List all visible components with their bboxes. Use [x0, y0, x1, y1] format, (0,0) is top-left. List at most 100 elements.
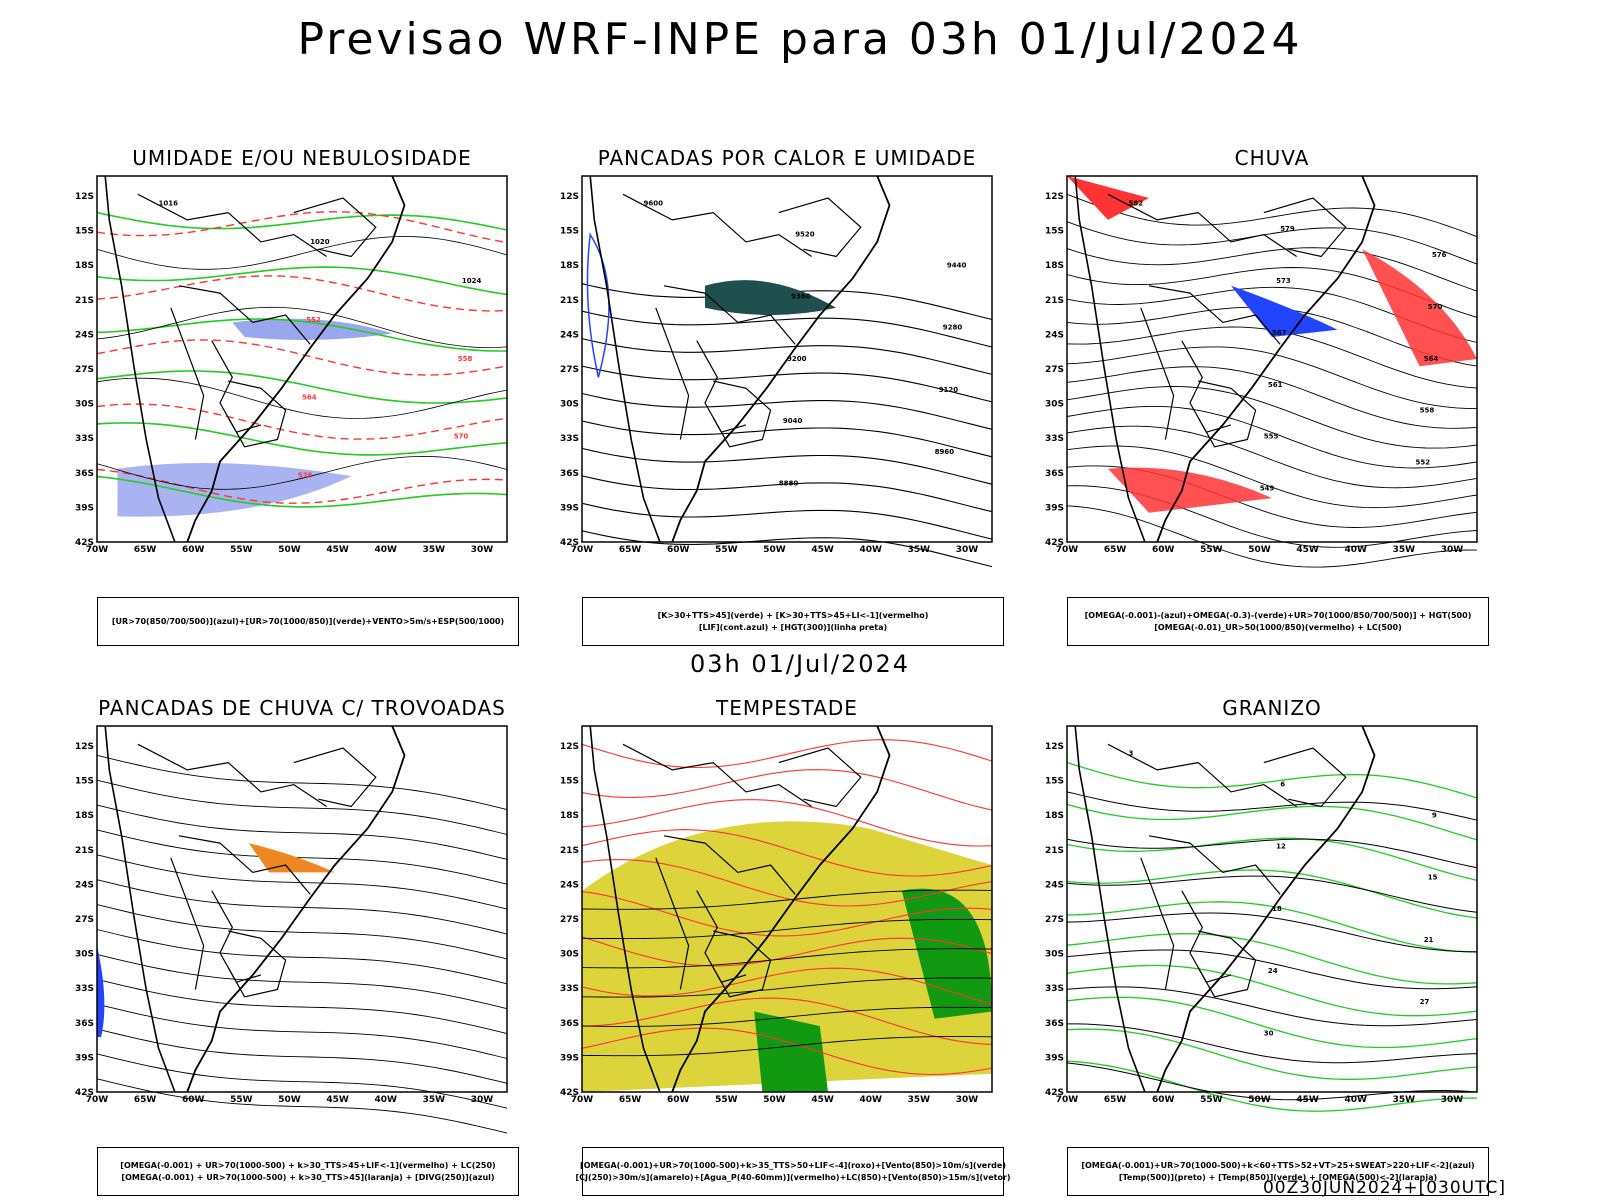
wind-vector-row [581, 977, 993, 998]
temp500-contour [1066, 986, 1478, 1027]
pressure-isobar [96, 235, 508, 270]
lat-tick-label: 24S [75, 330, 94, 340]
map-frame [96, 175, 508, 543]
streamline-250 [96, 953, 508, 1010]
state-border [227, 930, 287, 998]
lon-tick-label: 60W [667, 1095, 690, 1105]
lon-tick-label: 45W [811, 1095, 834, 1105]
lat-tick-label: 21S [75, 846, 94, 856]
lon-tick-label: 55W [230, 545, 253, 555]
omega-red-area [1362, 249, 1477, 367]
thickness-contour [96, 211, 508, 244]
lon-tick-label: 70W [571, 1095, 594, 1105]
lon-tick-label: 45W [811, 545, 834, 555]
lon-tick-label: 35W [908, 1095, 931, 1105]
contour-value-label: 15 [1428, 874, 1438, 882]
lon-tick-label: 65W [134, 545, 157, 555]
lat-tick-label: 27S [75, 365, 94, 375]
panel-legend: [UR>70(850/700/500)](azul)+[UR>70(1000/8… [97, 597, 519, 646]
heat-shower-area [705, 280, 837, 316]
coastline-west [104, 175, 176, 543]
lat-tick-label: 33S [75, 434, 94, 444]
state-border [137, 193, 327, 257]
state-border [655, 307, 690, 440]
contour-value-label: 12 [1276, 843, 1286, 851]
humidity-green-contour [96, 318, 507, 352]
lat-tick-label: 21S [75, 296, 94, 306]
lon-tick-label: 60W [182, 545, 205, 555]
contour-value-label: 1020 [310, 238, 330, 246]
lat-tick-label: 15S [75, 227, 94, 237]
panel-legend: [OMEGA(-0.001)+UR>70(1000-500)+k>35_TTS>… [575, 1147, 1011, 1196]
panel-thunderstorm-showers: PANCADAS DE CHUVA C/ TROVOADAS 12S 15S 18S… [62, 696, 542, 1196]
lat-tick-label: 18S [75, 811, 94, 821]
lc850-streamline [581, 890, 993, 937]
lat-tick-label: 15S [1045, 777, 1064, 787]
lon-tick-label: 65W [1104, 545, 1127, 555]
lat-tick-label: 30S [1045, 400, 1064, 410]
hgt500-contour [1066, 193, 1478, 238]
temp850-contour [1066, 996, 1478, 1049]
state-border [1107, 193, 1297, 257]
lat-tick-label: 12S [75, 192, 94, 202]
coastline-west [589, 725, 661, 1093]
pressure-isobar [96, 377, 508, 419]
contour-value-label: 3 [1129, 749, 1134, 757]
lat-tick-label: 21S [1045, 846, 1064, 856]
lat-tick-label: 15S [1045, 227, 1064, 237]
legend-line: [UR>70(850/700/500)](azul)+[UR>70(1000/8… [111, 616, 505, 626]
state-border [778, 747, 862, 808]
contour-value-label: 561 [1268, 381, 1283, 389]
lat-tick-label: 18S [1045, 811, 1064, 821]
lc850-streamline [581, 997, 993, 1045]
legend-line: [OMEGA(-0.001)+UR>70(1000-500)+k<60+TTS>… [1081, 1160, 1475, 1170]
streamline-250 [96, 804, 508, 860]
lon-tick-label: 35W [908, 545, 931, 555]
streamline-250 [96, 1053, 508, 1109]
contour-value-label: 552 [306, 316, 321, 324]
wind-vector-row [581, 918, 993, 940]
humidity-area [232, 318, 393, 340]
state-border [663, 285, 796, 345]
height-contour [581, 420, 993, 458]
pressure-isobar [96, 306, 508, 349]
temp850-contour [1066, 964, 1478, 1017]
state-border [663, 835, 796, 895]
lon-tick-label: 35W [1393, 545, 1416, 555]
lat-tick-label: 33S [1045, 984, 1064, 994]
state-border [1148, 835, 1281, 895]
lat-tick-label: 24S [75, 880, 94, 890]
omega-blue-area [1231, 285, 1338, 337]
lat-tick-label: 18S [1045, 261, 1064, 271]
state-border [137, 743, 327, 807]
lon-tick-label: 45W [326, 1095, 349, 1105]
lat-tick-label: 36S [560, 1019, 579, 1029]
legend-line: [Temp(500)](preto) + [Temp(850)](verde) … [1118, 1172, 1438, 1182]
lat-tick-label: 24S [1045, 330, 1064, 340]
lon-tick-label: 40W [860, 1095, 883, 1105]
thunderstorm-orange-area [248, 843, 335, 873]
state-border [1181, 890, 1232, 983]
state-border [1140, 857, 1175, 990]
contour-value-label: 8960 [935, 448, 955, 456]
streamline-250 [96, 879, 508, 935]
coastline-west [104, 725, 176, 1093]
coastline-east [186, 175, 406, 543]
streamline-250 [96, 854, 508, 910]
lat-tick-label: 39S [1045, 503, 1064, 513]
lat-tick-label: 24S [1045, 880, 1064, 890]
streamline-250 [96, 1003, 508, 1059]
lon-tick-label: 40W [375, 1095, 398, 1105]
hgt500-contour [1066, 445, 1478, 509]
thickness-contour [96, 339, 508, 376]
lon-tick-label: 55W [1200, 1095, 1223, 1105]
contour-value-label: 579 [1280, 225, 1295, 233]
lon-tick-label: 50W [278, 545, 301, 555]
lc850-streamline [581, 859, 993, 907]
lat-tick-label: 33S [560, 984, 579, 994]
panel-hail: GRANIZO 12S 15S 18S 21S 24S 27S 30S 33S 36S 39S 42… [1032, 696, 1512, 1196]
lon-tick-label: 35W [423, 1095, 446, 1105]
lif-contour [586, 232, 610, 378]
state-border [712, 380, 772, 448]
map-frame [96, 725, 508, 1093]
